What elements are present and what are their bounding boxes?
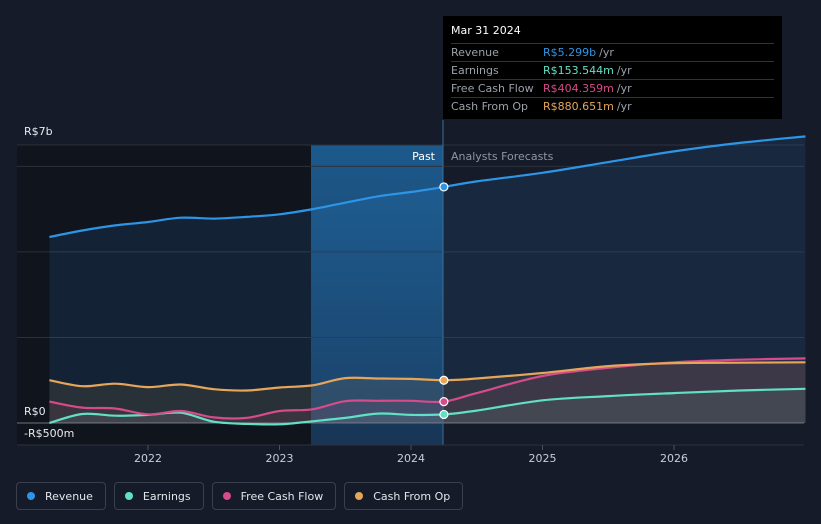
tooltip-row-label: Revenue	[451, 46, 499, 59]
tooltip-row-value: R$153.544m	[543, 64, 614, 77]
tooltip: Mar 31 2024 Revenue R$5.299b/yr Earnings R$…	[443, 16, 782, 119]
revenue-line	[49, 135, 806, 239]
tooltip-row-label: Cash From Op	[451, 100, 529, 113]
legend-label: Revenue	[45, 489, 93, 503]
free-cash-flow-area	[49, 358, 806, 423]
free-cash-flow-marker[interactable]	[439, 397, 449, 407]
tooltip-row-unit: /yr	[616, 100, 632, 113]
y-axis-bottom-label: -R$500m	[24, 427, 74, 440]
tooltip-row-unit: /yr	[599, 46, 614, 59]
cash-from-op-marker[interactable]	[439, 375, 449, 385]
x-tick-label: 2025	[529, 452, 557, 465]
tooltip-row-label: Free Cash Flow	[451, 82, 534, 95]
legend-dot-icon	[124, 492, 133, 500]
legend-dot-icon	[355, 492, 364, 500]
revenue-marker[interactable]	[439, 182, 449, 192]
tooltip-row-cash-from-op: Cash From Op R$880.651m/yr	[451, 97, 774, 115]
earnings-area	[49, 388, 806, 425]
tooltip-row-value: R$880.651m	[543, 100, 614, 113]
legend-dot-icon	[27, 492, 35, 500]
x-tick-label: 2026	[660, 452, 688, 465]
past-dark-background	[17, 145, 311, 445]
tooltip-row-label: Earnings	[451, 64, 499, 77]
legend-item-free-cash-flow[interactable]: Free Cash Flow	[211, 482, 337, 510]
x-tick-label: 2024	[397, 452, 425, 465]
cash-from-op-area	[49, 362, 806, 423]
past-highlight-region	[311, 145, 443, 445]
y-axis-zero-label: R$0	[24, 405, 46, 418]
legend-label: Free Cash Flow	[240, 489, 324, 503]
tooltip-row-earnings: Earnings R$153.544m/yr	[451, 61, 774, 79]
x-tick-label: 2023	[266, 452, 294, 465]
legend-dot-icon	[222, 492, 231, 500]
legend-item-revenue[interactable]: Revenue	[16, 482, 106, 510]
tooltip-row-value: R$404.359m	[543, 82, 614, 95]
tooltip-row-unit: /yr	[616, 82, 632, 95]
tooltip-date: Mar 31 2024	[451, 24, 521, 37]
tooltip-row-unit: /yr	[616, 64, 632, 77]
past-label: Past	[412, 150, 436, 163]
free-cash-flow-line	[49, 357, 806, 420]
tooltip-row-value: R$5.299b	[543, 46, 597, 59]
tooltip-row-revenue: Revenue R$5.299b/yr	[451, 43, 774, 61]
revenue-area	[49, 136, 806, 423]
y-axis-top-label: R$7b	[24, 125, 53, 138]
legend: Revenue Earnings Free Cash Flow Cash From O…	[16, 482, 464, 510]
forecast-label: Analysts Forecasts	[451, 150, 554, 163]
legend-label: Cash From Op	[373, 489, 451, 503]
earnings-marker[interactable]	[439, 409, 449, 420]
tooltip-row-free-cash-flow: Free Cash Flow R$404.359m/yr	[451, 79, 774, 97]
cash-from-op-line	[49, 361, 806, 392]
legend-item-earnings[interactable]: Earnings	[113, 482, 204, 510]
legend-label: Earnings	[142, 489, 191, 503]
legend-item-cash-from-op[interactable]: Cash From Op	[344, 482, 464, 510]
x-tick-label: 2022	[134, 452, 162, 465]
